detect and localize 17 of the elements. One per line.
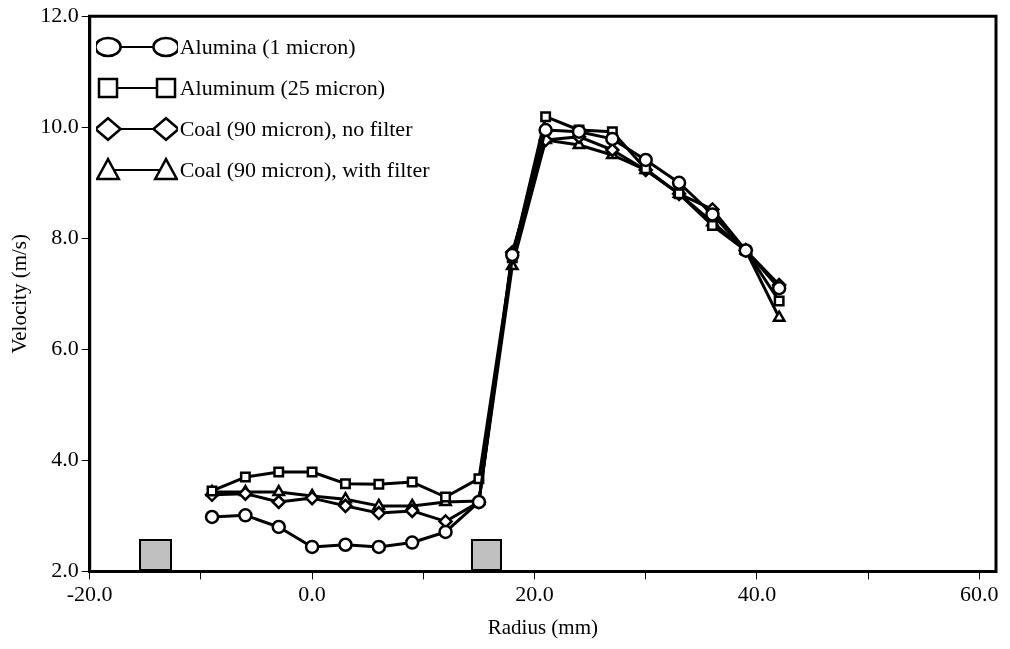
x-axis-title: Radius (mm) [487,614,598,639]
legend-label: Aluminum (25 micron) [179,74,385,100]
x-tick-label: 40.0 [737,581,777,607]
x-tick-label: 0.0 [298,581,326,607]
x-tick-label: 60.0 [960,581,999,607]
legend-label: Alumina (1 micron) [179,33,356,59]
y-tick-label: 12.0 [40,1,79,27]
y-tick-label: 10.0 [40,113,79,139]
y-tick-label: 6.0 [51,335,79,361]
y-tick-label: 8.0 [51,224,79,250]
y-axis-title: Velocity (m/s) [7,234,32,354]
x-tick-label: 20.0 [515,581,554,607]
y-tick-label: 2.0 [51,557,79,583]
legend-label: Coal (90 micron), no filter [179,115,413,141]
legend-label: Coal (90 micron), with filter [179,156,430,182]
x-tick-label: -20.0 [66,581,113,607]
y-tick-label: 4.0 [51,446,79,472]
